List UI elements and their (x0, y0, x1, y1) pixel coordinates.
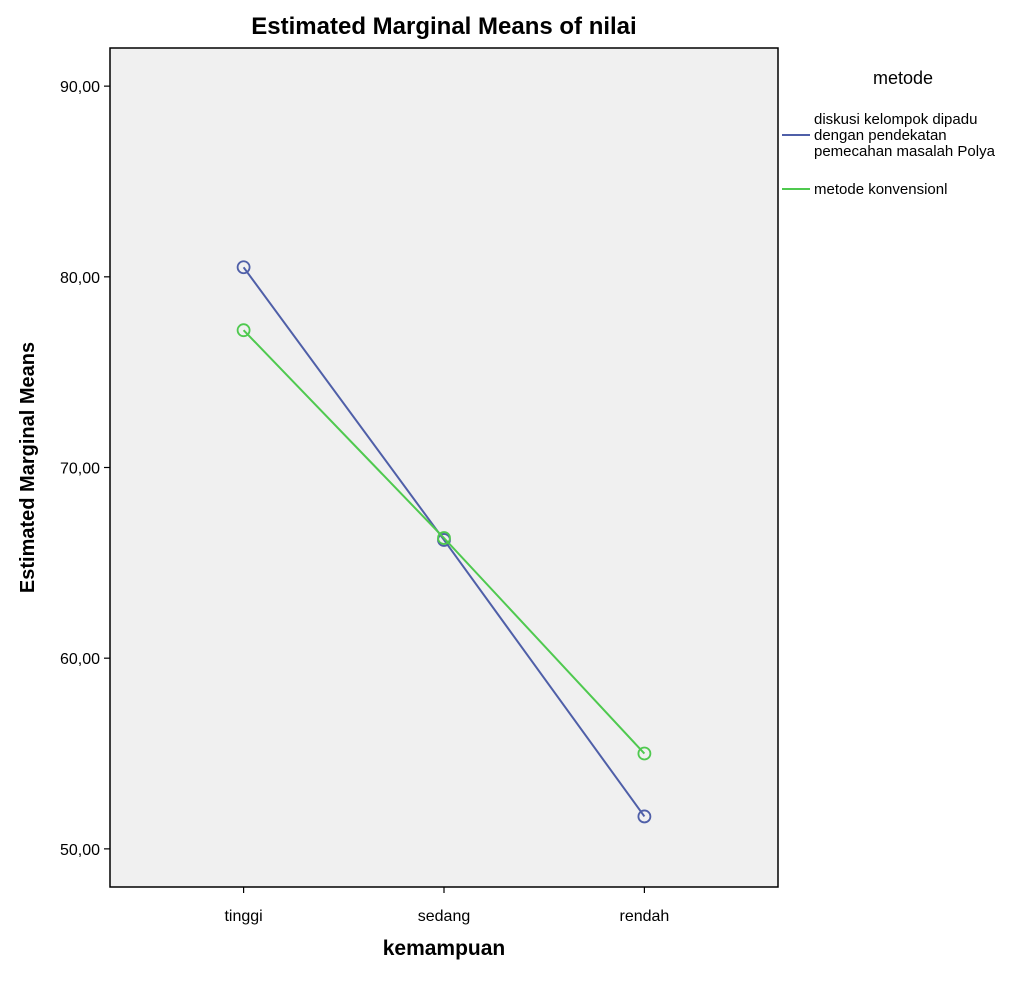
legend-entry-line: metode konvensionl (814, 181, 947, 198)
y-axis: 50,00 60,00 70,00 80,00 90,00 (60, 79, 110, 859)
legend-entry: metode konvensionl (814, 181, 947, 198)
y-tick-label: 90,00 (60, 79, 100, 96)
x-axis: tinggi sedang rendah (224, 887, 669, 925)
legend-entry-line: pemecahan masalah Polya (814, 143, 996, 160)
data-point (236, 323, 251, 338)
series-1 (236, 260, 652, 824)
y-tick-label: 80,00 (60, 270, 100, 287)
x-tick-label: tinggi (224, 908, 262, 925)
series-line (242, 329, 646, 755)
x-axis-label: kemampuan (383, 937, 506, 960)
data-point (637, 809, 652, 824)
y-tick-label: 50,00 (60, 842, 100, 859)
series-2 (236, 323, 652, 761)
y-tick-label: 60,00 (60, 651, 100, 668)
series-layer (236, 260, 652, 824)
data-point (236, 260, 251, 275)
legend-title: metode (873, 68, 933, 88)
legend-entry: diskusi kelompok dipadu dengan pendekatan… (814, 111, 996, 160)
x-tick-label: rendah (619, 908, 669, 925)
chart-title: Estimated Marginal Means of nilai (251, 13, 636, 40)
y-tick-label: 70,00 (60, 461, 100, 478)
legend-entry-line: dengan pendekatan (814, 127, 947, 144)
x-tick-label: sedang (418, 908, 471, 925)
y-axis-label: Estimated Marginal Means (17, 342, 39, 593)
data-point (637, 746, 652, 761)
data-point (437, 531, 451, 545)
plot-area (109, 47, 779, 888)
series-line (242, 266, 646, 818)
legend: metode diskusi kelompok dipadu dengan pen… (782, 68, 996, 198)
legend-entry-line: diskusi kelompok dipadu (814, 111, 977, 128)
